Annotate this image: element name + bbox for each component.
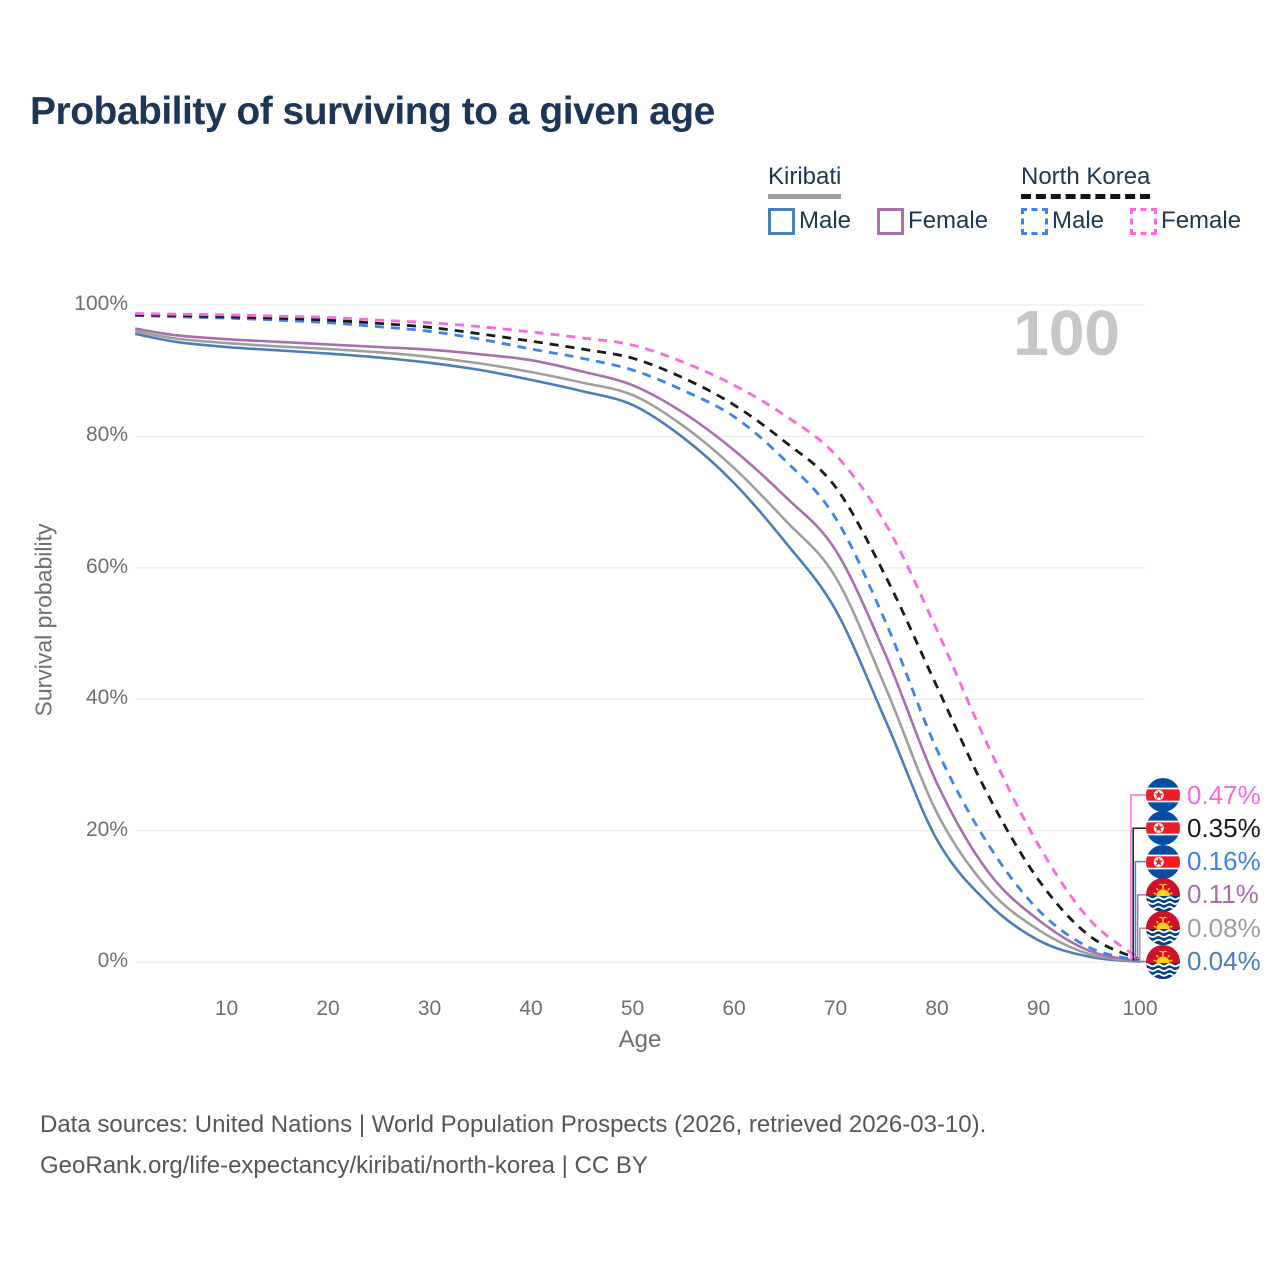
curve-kiribati-total[interactable] xyxy=(134,330,1141,963)
end-label-north-korea-total: 0.35% xyxy=(1146,811,1261,846)
legend-country-kiribati: Kiribati xyxy=(768,163,842,199)
curve-north-korea-female[interactable] xyxy=(135,312,1141,961)
kiribati-female-swatch-icon xyxy=(877,207,905,235)
x-tick-60: 60 xyxy=(722,997,746,1020)
end-label-value: 0.35% xyxy=(1187,812,1261,843)
y-tick-80: 80% xyxy=(85,423,128,447)
end-label-value: 0.47% xyxy=(1187,779,1261,810)
end-label-value: 0.04% xyxy=(1187,946,1261,976)
y-tick-60: 60% xyxy=(85,554,128,578)
x-tick-70: 70 xyxy=(823,997,848,1020)
legend-item-label: Female xyxy=(1161,207,1242,234)
y-tick-0: 0% xyxy=(97,949,128,972)
legend-group-north-korea: North Korea Male Female xyxy=(1021,163,1241,235)
legend-items-north-korea: Male Female xyxy=(1021,207,1241,235)
leader-line xyxy=(1139,927,1146,963)
end-label-north-korea-female: 0.47% xyxy=(1146,778,1261,812)
x-tick-10: 10 xyxy=(214,997,239,1020)
end-label-kiribati-female: 0.11% xyxy=(1146,877,1259,912)
x-tick-30: 30 xyxy=(417,997,442,1020)
footer-sources-line: Data sources: United Nations | World Pop… xyxy=(40,1111,987,1138)
x-tick-80: 80 xyxy=(925,997,949,1020)
x-tick-40: 40 xyxy=(519,997,543,1020)
x-tick-50: 50 xyxy=(620,997,645,1020)
end-label-value: 0.11% xyxy=(1187,879,1259,910)
x-tick-100: 100 xyxy=(1122,997,1158,1020)
north-korea-male-swatch-icon xyxy=(1021,207,1048,235)
x-axis-title: Age xyxy=(618,1026,662,1053)
legend-item-label: Female xyxy=(908,207,989,234)
legend-country-north-korea: North Korea xyxy=(1021,163,1151,199)
x-tick-20: 20 xyxy=(316,997,340,1020)
north-korea-female-swatch-icon xyxy=(1130,207,1158,235)
curve-kiribati-female[interactable] xyxy=(135,327,1141,963)
footer-url-line: GeoRank.org/life-expectancy/kiribati/nor… xyxy=(40,1152,648,1179)
end-label-value: 0.08% xyxy=(1187,912,1261,943)
y-tick-20: 20% xyxy=(85,817,128,841)
legend-item-label: Male xyxy=(799,207,852,234)
footer: Data sources: United Nations | World Pop… xyxy=(40,1104,986,1186)
legend-item-kiribati-female[interactable]: Female xyxy=(877,207,988,235)
curve-kiribati-male[interactable] xyxy=(134,332,1141,963)
legend-items-kiribati: Male Female xyxy=(768,207,988,235)
leader-line xyxy=(1132,827,1146,961)
y-tick-100: 100% xyxy=(74,292,128,315)
leader-line xyxy=(1136,894,1146,963)
legend-item-kiribati-male[interactable]: Male xyxy=(768,207,851,235)
end-label-kiribati-total: 0.08% xyxy=(1146,911,1261,946)
age-watermark: 100 xyxy=(1013,297,1120,369)
x-tick-90: 90 xyxy=(1026,997,1051,1020)
legend-item-label: Male xyxy=(1052,207,1105,234)
kiribati-flag-icon xyxy=(1146,911,1180,946)
north-korea-flag-icon xyxy=(1146,778,1180,812)
kiribati-flag-icon xyxy=(1146,877,1180,912)
legend-item-north-korea-male[interactable]: Male xyxy=(1021,207,1104,235)
y-tick-40: 40% xyxy=(85,686,128,710)
curve-north-korea-male[interactable] xyxy=(135,314,1141,963)
legend-item-north-korea-female[interactable]: Female xyxy=(1130,207,1241,235)
page-title: Probability of surviving to a given age xyxy=(30,90,715,133)
end-label-north-korea-male: 0.16% xyxy=(1146,844,1261,879)
end-label-kiribati-male: 0.04% xyxy=(1146,944,1261,979)
north-korea-flag-icon xyxy=(1146,844,1180,879)
end-label-value: 0.16% xyxy=(1187,846,1261,877)
kiribati-male-swatch-icon xyxy=(768,207,795,235)
kiribati-flag-icon xyxy=(1146,944,1180,979)
curve-north-korea-total[interactable] xyxy=(135,313,1141,961)
north-korea-flag-icon xyxy=(1146,811,1180,846)
legend-group-kiribati: Kiribati Male Female xyxy=(768,163,988,235)
